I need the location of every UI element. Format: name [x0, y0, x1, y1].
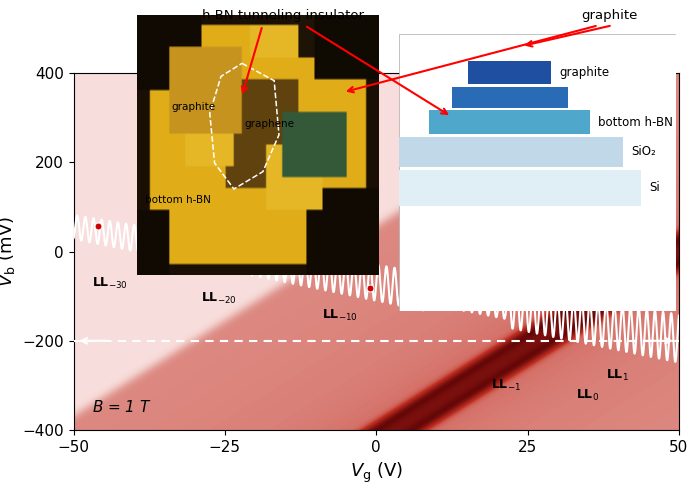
Text: Si: Si [649, 181, 660, 194]
Text: LL$_{-10}$: LL$_{-10}$ [322, 308, 358, 323]
FancyBboxPatch shape [396, 137, 623, 167]
Y-axis label: $V_\mathrm{b}$ (mV): $V_\mathrm{b}$ (mV) [0, 216, 17, 287]
Text: LL$_1$: LL$_1$ [606, 367, 629, 383]
FancyBboxPatch shape [468, 61, 551, 84]
Text: LL$_0$: LL$_0$ [576, 388, 599, 403]
Text: LL$_{-20}$: LL$_{-20}$ [201, 291, 237, 306]
Text: bottom h-BN: bottom h-BN [145, 195, 211, 205]
Text: SiO₂: SiO₂ [631, 145, 656, 158]
FancyBboxPatch shape [452, 87, 568, 107]
Text: graphite: graphite [581, 9, 637, 22]
FancyBboxPatch shape [399, 35, 676, 311]
Text: graphene: graphene [244, 119, 294, 129]
Text: $B$ = 1 T: $B$ = 1 T [92, 399, 151, 415]
Text: LL$_{-30}$: LL$_{-30}$ [92, 276, 127, 291]
Text: h-BN tunneling insulator: h-BN tunneling insulator [202, 9, 365, 22]
FancyBboxPatch shape [378, 170, 641, 206]
Text: graphite: graphite [172, 102, 216, 112]
X-axis label: $V_\mathrm{g}$ (V): $V_\mathrm{g}$ (V) [349, 460, 403, 485]
Text: graphite: graphite [559, 66, 610, 79]
Text: bottom h-BN: bottom h-BN [598, 116, 673, 129]
FancyBboxPatch shape [429, 110, 590, 134]
Text: LL$_{-1}$: LL$_{-1}$ [491, 378, 522, 393]
